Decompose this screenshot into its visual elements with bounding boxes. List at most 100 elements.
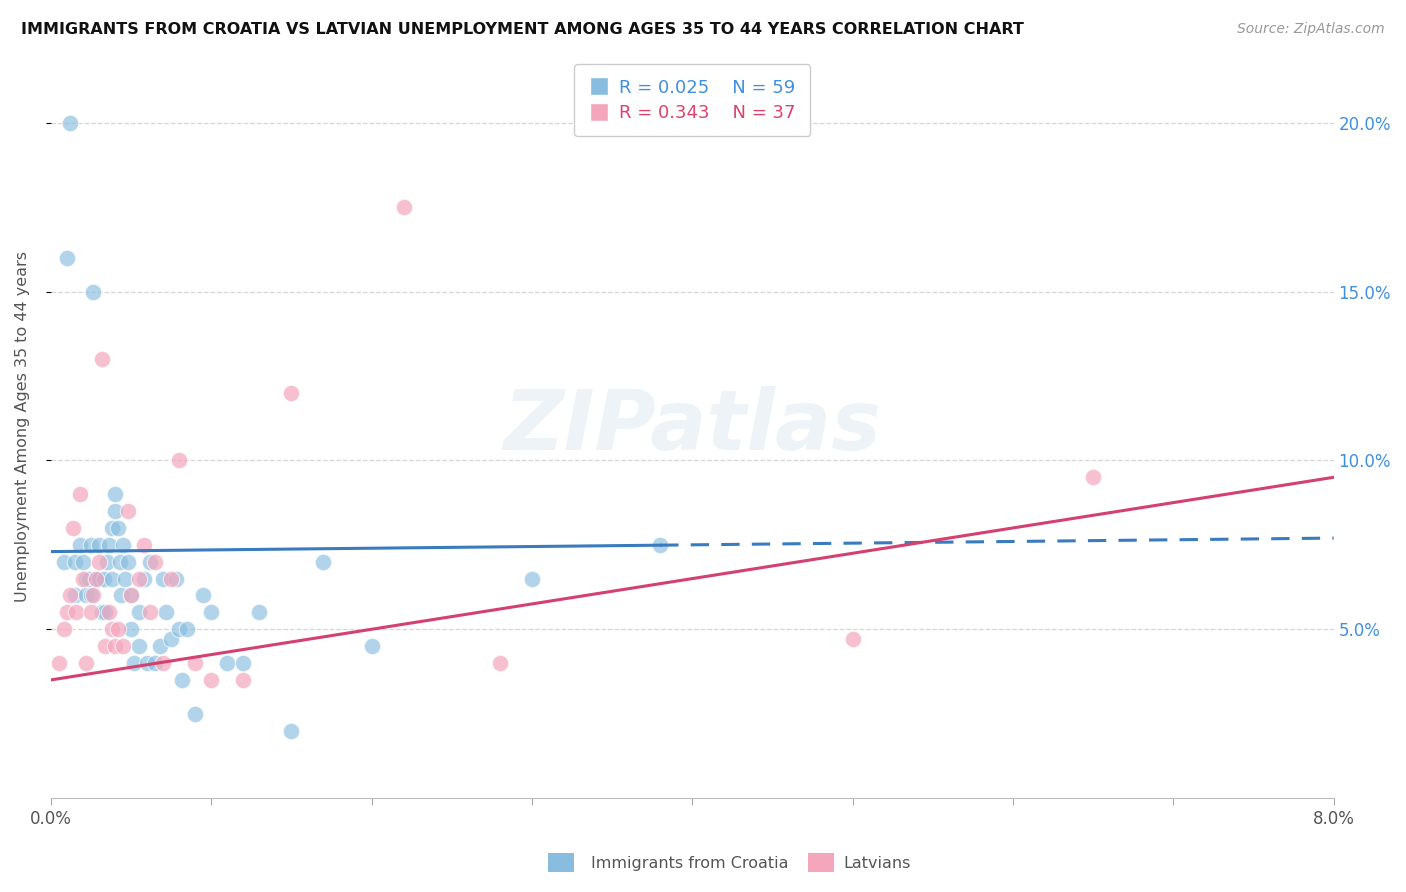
Point (232, 656, 254, 670)
Point (52, 622, 75, 636)
Point (72, 555, 94, 569)
Point (97, 538, 120, 552)
Text: IMMIGRANTS FROM CROATIA VS LATVIAN UNEMPLOYMENT AMONG AGES 35 TO 44 YEARS CORREL: IMMIGRANTS FROM CROATIA VS LATVIAN UNEMP… (21, 22, 1024, 37)
Point (69, 487, 91, 501)
Point (111, 538, 134, 552)
Point (62, 521, 84, 535)
Point (128, 606, 150, 620)
Point (139, 606, 162, 620)
Point (104, 504, 127, 518)
Point (155, 606, 177, 620)
Point (63, 589, 86, 603)
Point (80, 606, 103, 620)
Point (107, 521, 129, 535)
Point (93, 572, 115, 586)
Point (120, 589, 142, 603)
Point (52, 555, 75, 569)
Point (132, 538, 155, 552)
Point (143, 555, 166, 569)
Point (80, 589, 103, 603)
Point (200, 673, 222, 687)
Text: Immigrants from Croatia: Immigrants from Croatia (591, 856, 787, 871)
Point (184, 656, 207, 670)
Point (1081, 470, 1104, 484)
Point (100, 521, 122, 535)
Point (65, 606, 87, 620)
Point (63, 555, 86, 569)
Point (104, 639, 127, 653)
Point (136, 656, 159, 670)
Point (79, 572, 101, 586)
Point (247, 606, 270, 620)
Point (167, 622, 190, 636)
Point (120, 589, 142, 603)
Point (139, 555, 162, 569)
Point (152, 656, 174, 670)
Point (82, 285, 104, 299)
Point (360, 639, 382, 653)
Text: Latvians: Latvians (844, 856, 911, 871)
Point (200, 606, 222, 620)
Point (87, 555, 110, 569)
Point (520, 572, 543, 586)
Point (191, 589, 214, 603)
Point (122, 656, 145, 670)
Point (165, 572, 187, 586)
Point (128, 639, 150, 653)
Point (91, 352, 114, 367)
Point (94, 606, 117, 620)
Point (650, 538, 672, 552)
Point (160, 572, 183, 586)
Point (59, 116, 82, 130)
Point (143, 656, 166, 670)
Point (94, 639, 117, 653)
Point (117, 504, 139, 518)
Point (232, 673, 254, 687)
Point (87, 572, 110, 586)
Point (59, 589, 82, 603)
Point (56, 606, 79, 620)
Point (176, 622, 198, 636)
Point (128, 572, 150, 586)
Point (75, 656, 97, 670)
Point (172, 673, 194, 687)
Point (149, 639, 172, 653)
Point (107, 622, 129, 636)
Point (87, 538, 110, 552)
Point (167, 453, 190, 467)
Point (152, 572, 174, 586)
Point (217, 656, 239, 670)
Point (75, 589, 97, 603)
Point (132, 572, 155, 586)
Point (100, 622, 122, 636)
Point (96, 555, 118, 569)
Point (100, 572, 122, 586)
Point (120, 622, 142, 636)
Point (84, 572, 107, 586)
Legend: R = 0.025    N = 59, R = 0.343    N = 37: R = 0.025 N = 59, R = 0.343 N = 37 (574, 64, 810, 136)
Y-axis label: Unemployment Among Ages 35 to 44 years: Unemployment Among Ages 35 to 44 years (15, 252, 30, 602)
Point (184, 706, 207, 721)
Point (160, 632, 183, 647)
Text: ZIPatlas: ZIPatlas (503, 386, 882, 467)
Point (75, 572, 97, 586)
Point (91, 606, 114, 620)
Point (48, 656, 70, 670)
Point (841, 632, 863, 647)
Point (110, 589, 132, 603)
Point (80, 538, 103, 552)
Point (488, 656, 510, 670)
Text: Source: ZipAtlas.com: Source: ZipAtlas.com (1237, 22, 1385, 37)
Point (97, 606, 120, 620)
Point (108, 555, 131, 569)
Point (72, 572, 94, 586)
Point (280, 385, 302, 400)
Point (84, 572, 107, 586)
Point (104, 487, 127, 501)
Point (56, 251, 79, 265)
Point (82, 589, 104, 603)
Point (280, 723, 302, 738)
Point (111, 639, 134, 653)
Point (117, 555, 139, 569)
Point (114, 572, 136, 586)
